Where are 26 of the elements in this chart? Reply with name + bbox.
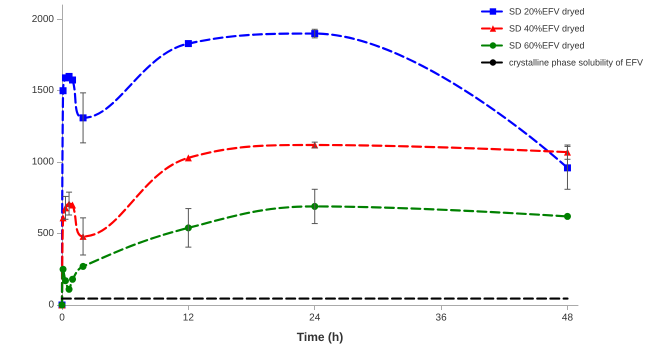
x-tick-label: 0 bbox=[59, 312, 66, 324]
point bbox=[80, 262, 87, 270]
y-tick-label: 2000 bbox=[32, 14, 54, 25]
legend-label: SD 40%EFV dryed bbox=[508, 24, 584, 34]
y-tick-label: 0 bbox=[48, 300, 54, 310]
x-axis-title: Time (h) bbox=[296, 330, 344, 344]
point bbox=[564, 212, 571, 220]
legend-label: SD 20%EFV dryed bbox=[508, 6, 584, 16]
point bbox=[69, 202, 76, 208]
x-tick-label: 12 bbox=[182, 312, 194, 324]
legend-label: SD 60%EFV dryed bbox=[508, 40, 584, 50]
point bbox=[184, 154, 192, 162]
point bbox=[69, 76, 76, 84]
y-tick-label: 1000 bbox=[32, 156, 54, 168]
x-tick-label: 48 bbox=[562, 312, 574, 324]
point bbox=[69, 276, 76, 283]
x-tick-label: 24 bbox=[309, 312, 321, 324]
legend-label: crystalline phase solubility of EFV bbox=[508, 58, 644, 68]
point bbox=[66, 286, 73, 293]
y-tick-label: 1500 bbox=[32, 85, 54, 96]
point bbox=[184, 40, 192, 48]
x-tick-label: 36 bbox=[436, 312, 448, 324]
point bbox=[60, 266, 67, 273]
point bbox=[60, 87, 67, 94]
y-tick-label: 500 bbox=[37, 228, 54, 240]
point bbox=[62, 277, 69, 284]
